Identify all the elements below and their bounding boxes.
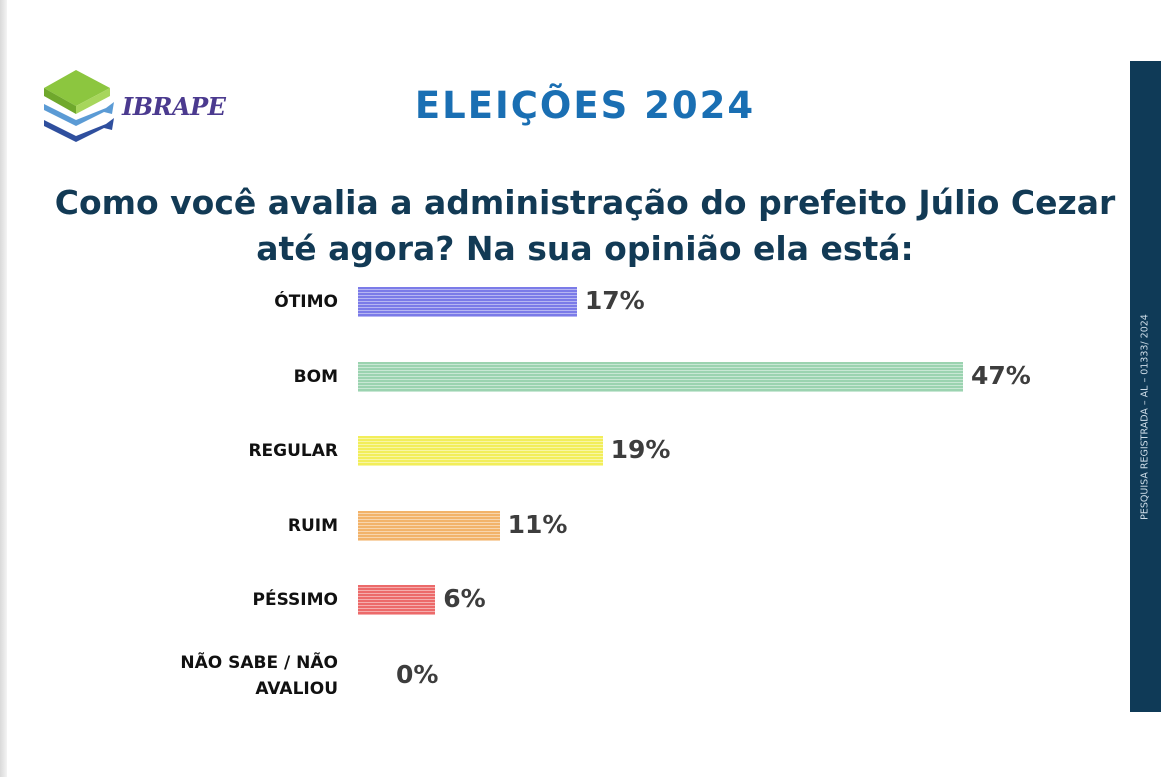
brand-name: IBRAPE bbox=[122, 92, 226, 121]
data-label: 47% bbox=[971, 361, 1031, 390]
category-label: ÓTIMO bbox=[274, 292, 338, 312]
category-label: PÉSSIMO bbox=[252, 590, 339, 610]
ibrape-logo: IBRAPE bbox=[40, 68, 240, 158]
page-left-edge bbox=[0, 0, 7, 777]
category-label: RUIM bbox=[287, 516, 338, 536]
side-band bbox=[1130, 61, 1161, 712]
category-label: BOM bbox=[293, 367, 338, 387]
category-label: NÃO SABE / NÃO AVALIOU bbox=[180, 653, 338, 699]
bar bbox=[358, 585, 436, 615]
survey-question-line-2: até agora? Na sua opinião ela está: bbox=[256, 229, 914, 268]
bar bbox=[358, 436, 603, 466]
data-label: 17% bbox=[584, 286, 645, 315]
category-label: REGULAR bbox=[248, 441, 338, 461]
survey-question: Como você avalia a administração do pref… bbox=[40, 180, 1130, 272]
data-label: 11% bbox=[507, 510, 568, 539]
survey-question-line-1: Como você avalia a administração do pref… bbox=[54, 183, 1116, 222]
data-label: 6% bbox=[443, 584, 486, 613]
bar bbox=[358, 362, 963, 392]
data-label: 19% bbox=[610, 435, 671, 464]
bar bbox=[358, 511, 500, 541]
bar bbox=[358, 287, 577, 317]
ibrape-logo-icon bbox=[44, 70, 114, 142]
page-title: ELEIÇÕES 2024 bbox=[414, 84, 756, 127]
registration-text: PESQUISA REGISTRADA – AL – 01333/ 2024 bbox=[1139, 314, 1151, 520]
data-label: 0% bbox=[396, 660, 439, 689]
